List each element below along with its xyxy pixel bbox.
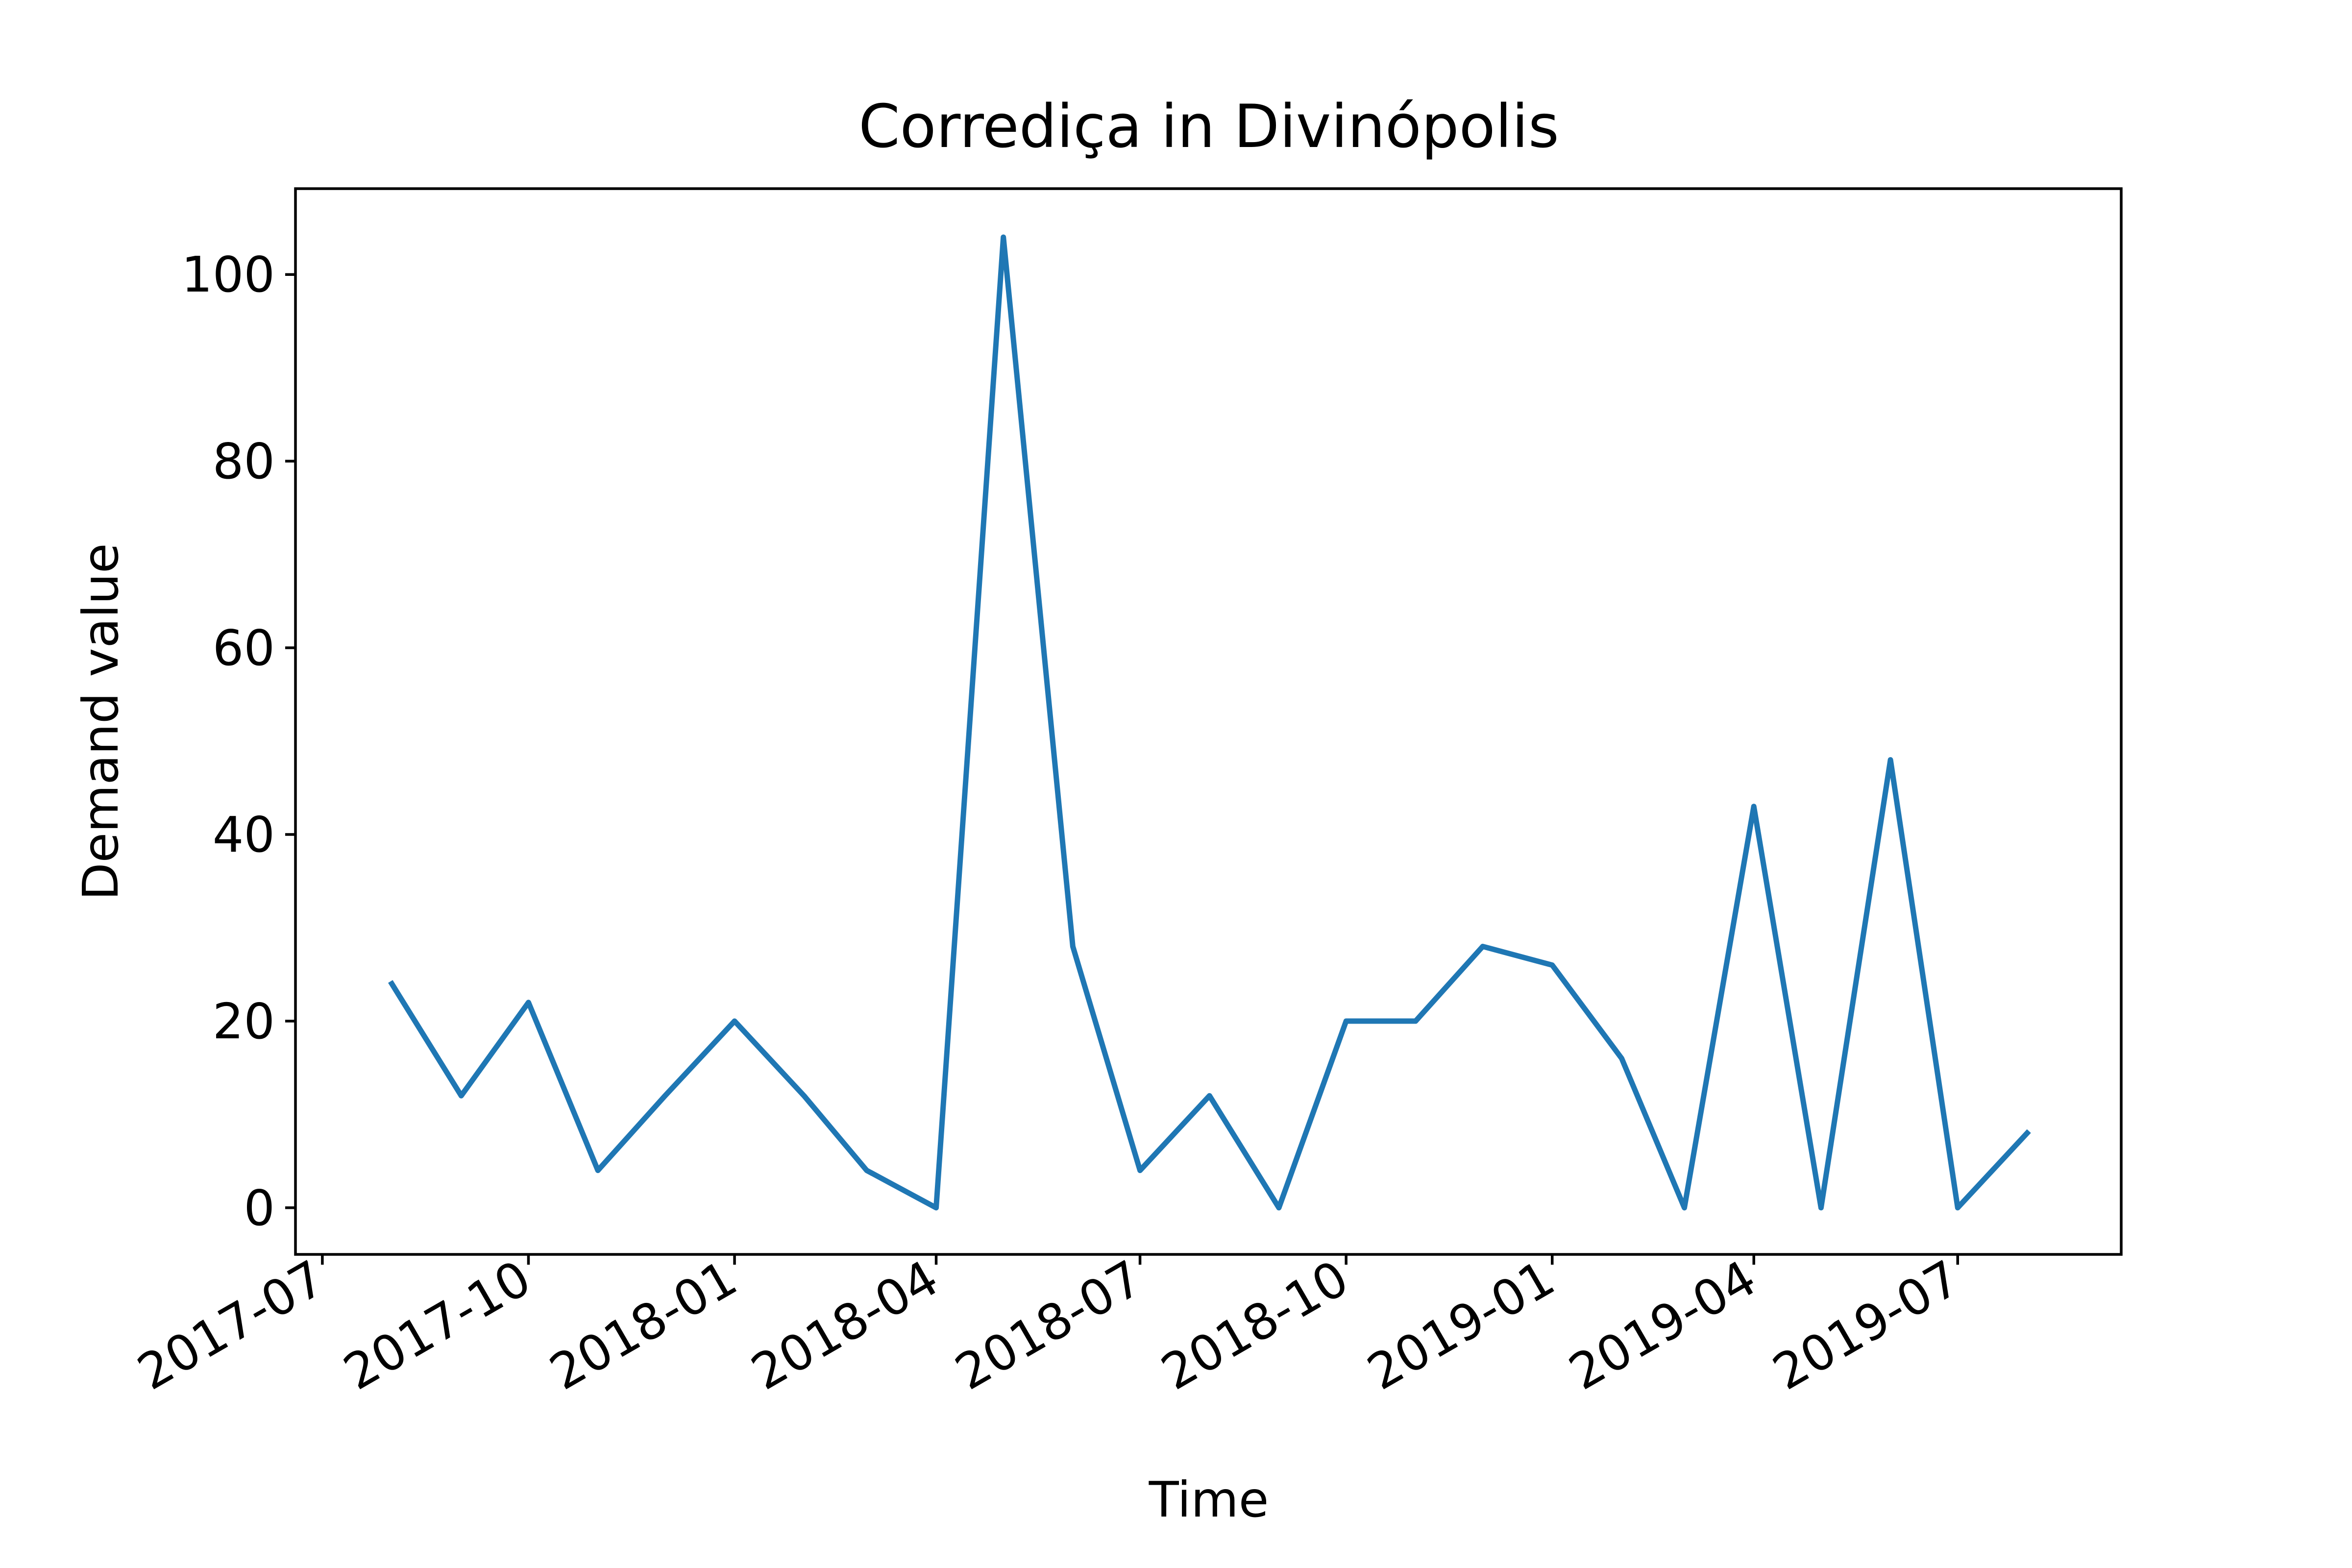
plot-area [388,234,2031,1211]
x-tick-label: 2018-01 [540,1249,746,1401]
x-axis-label: Time [1149,1471,1269,1528]
y-axis: 0 20 40 60 80 100 [181,246,295,1237]
chart-title: Corrediça in Divinópolis [858,92,1559,161]
x-tick-label: 2019-01 [1358,1249,1564,1401]
y-axis-label: Demand value [72,543,129,900]
x-tick-label: 2019-07 [1764,1249,1969,1401]
axes-frame [294,187,2123,1256]
x-tick-label: 2018-04 [742,1249,948,1401]
series-line [388,234,2031,1211]
x-tick-label: 2017-10 [334,1249,540,1401]
y-tick-label: 20 [213,993,275,1050]
y-tick-label: 0 [244,1179,275,1237]
y-tick-label: 60 [213,619,275,677]
y-tick-label: 100 [181,246,275,303]
y-tick-label: 40 [213,806,275,863]
y-tick-label: 80 [213,433,275,490]
x-tick-label: 2019-04 [1560,1249,1765,1401]
x-tick-label: 2018-10 [1152,1249,1358,1401]
x-tick-label: 2018-07 [946,1249,1152,1401]
x-tick-label: 2017-07 [128,1249,334,1401]
